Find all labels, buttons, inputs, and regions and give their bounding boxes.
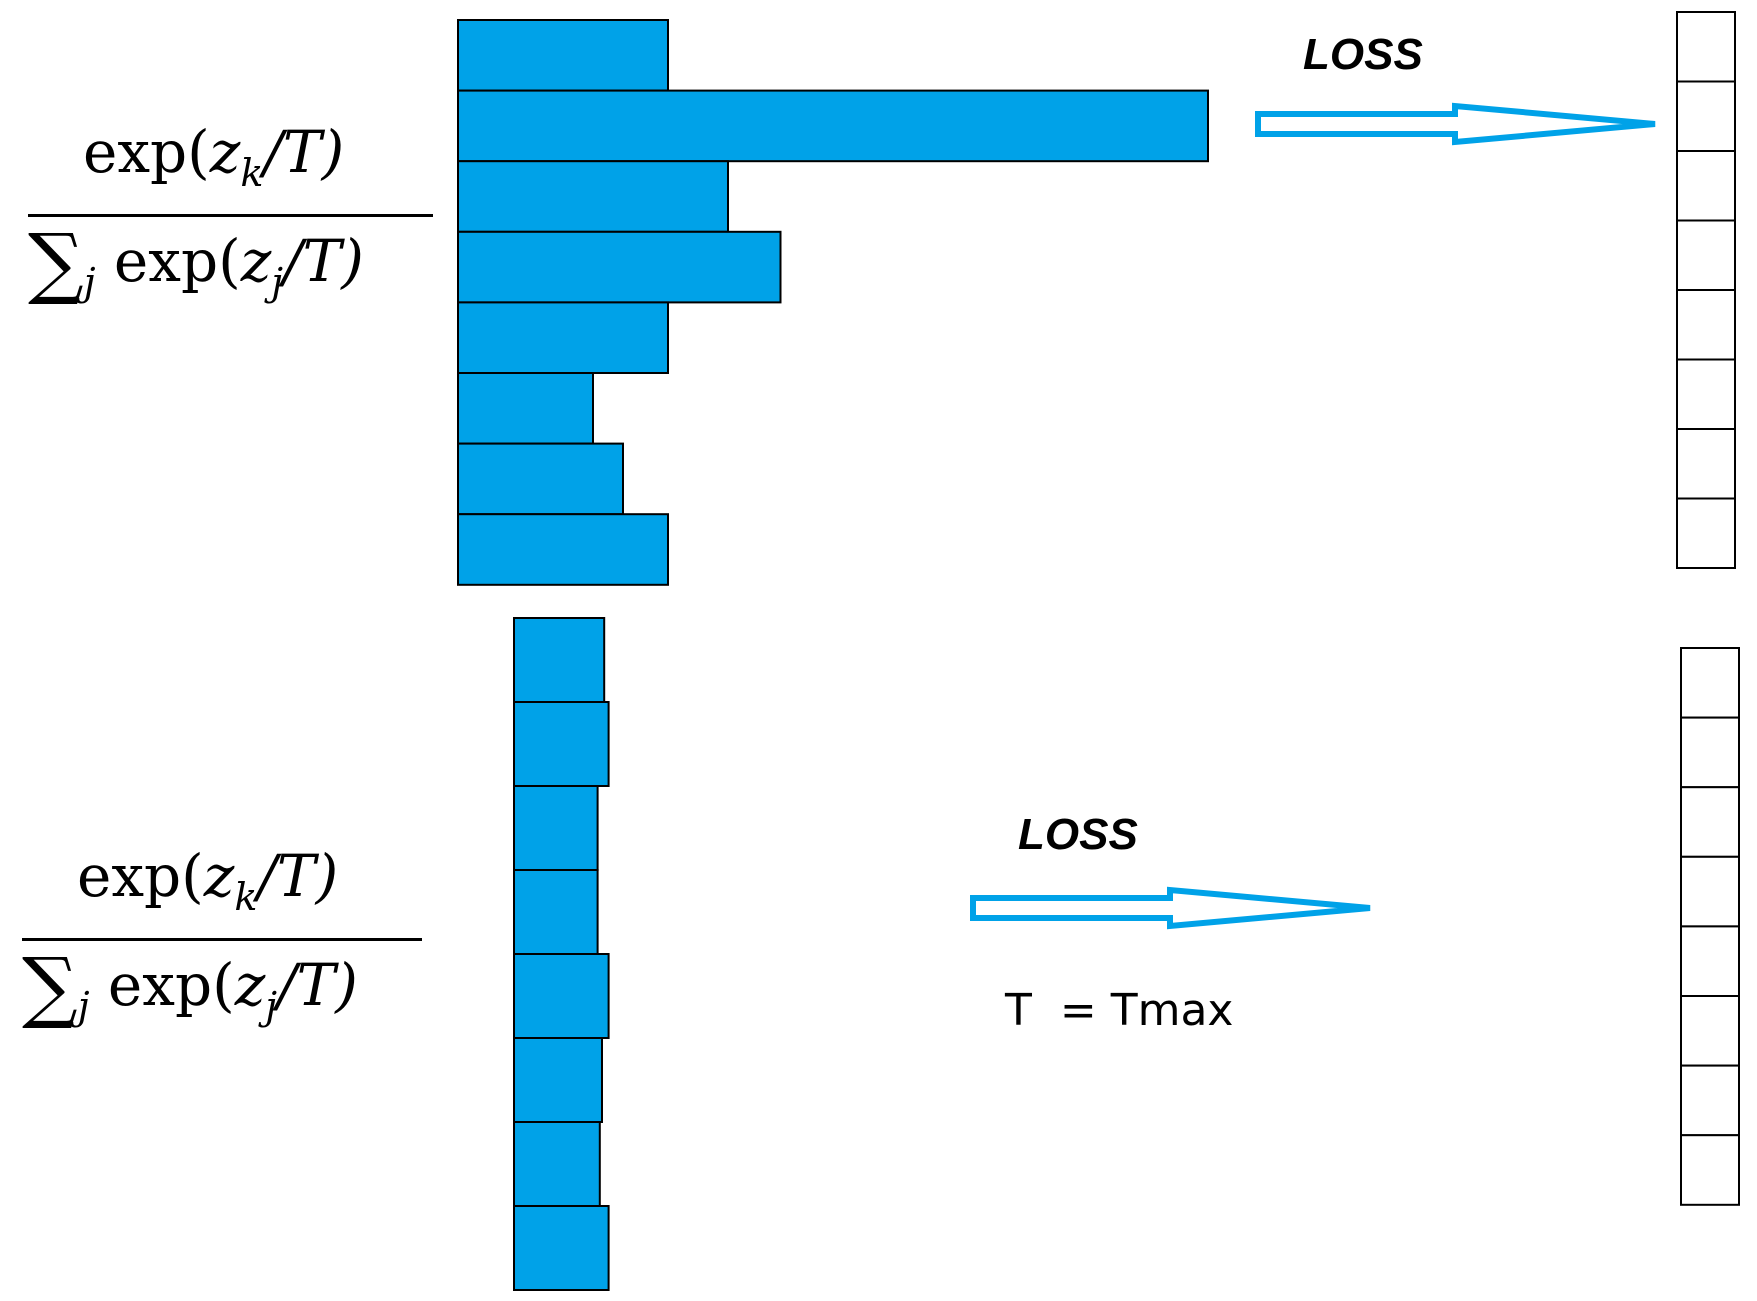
fraction-line: [28, 214, 433, 217]
top-bar-group: [457, 19, 1209, 586]
formula-denominator: ∑j exp(zj/T): [22, 942, 358, 1032]
j-subscript: j: [265, 984, 278, 1028]
z-var: z: [203, 842, 235, 910]
exp-text: exp(: [113, 227, 241, 295]
output-box: [1680, 925, 1740, 998]
over-t-text: /T): [277, 951, 358, 1019]
output-vector-bottom: [1680, 647, 1740, 1206]
softmax-bar: [513, 1205, 610, 1291]
k-subscript: k: [234, 875, 258, 919]
softmax-bar: [513, 1037, 603, 1123]
over-t-text: /T): [257, 842, 339, 910]
exp-text: exp(: [83, 118, 210, 186]
output-box: [1676, 219, 1736, 291]
output-box: [1676, 150, 1736, 222]
j-subscript: j: [77, 984, 90, 1028]
sum-symbol: ∑: [22, 942, 78, 1032]
arrow-icon-top: [1255, 102, 1656, 146]
formula-numerator: exp(zk/T): [77, 842, 338, 919]
z-var: z: [209, 118, 241, 186]
k-subscript: k: [240, 151, 264, 195]
output-box: [1680, 855, 1740, 928]
softmax-bar: [513, 701, 610, 787]
softmax-bar: [457, 160, 729, 233]
output-box: [1676, 497, 1736, 569]
z-var: z: [234, 951, 266, 1019]
exp-text: exp(: [77, 842, 204, 910]
output-box: [1676, 289, 1736, 361]
softmax-bar: [457, 89, 1209, 163]
z-var: z: [240, 227, 272, 295]
j-subscript: j: [83, 260, 96, 304]
bottom-bar-group: [513, 617, 610, 1291]
softmax-formula-top: exp(zk/T) ∑j exp(zj/T): [28, 118, 433, 308]
output-box: [1680, 647, 1740, 719]
output-box: [1676, 11, 1736, 83]
temperature-label: T = Tmax: [1005, 985, 1234, 1036]
softmax-bar: [513, 617, 606, 703]
softmax-bar: [457, 230, 782, 304]
output-box: [1680, 1134, 1740, 1206]
j-subscript: j: [271, 260, 284, 304]
softmax-bar: [513, 869, 599, 955]
output-box: [1680, 1064, 1740, 1137]
output-vector-top: [1676, 11, 1736, 569]
softmax-bar: [457, 19, 669, 92]
output-box: [1680, 995, 1740, 1067]
output-box: [1676, 428, 1736, 500]
softmax-bar: [457, 513, 669, 586]
fraction-line: [22, 938, 422, 941]
softmax-formula-bottom: exp(zk/T) ∑j exp(zj/T): [22, 842, 422, 1032]
softmax-bar: [457, 442, 624, 516]
softmax-bar: [513, 785, 599, 871]
output-box: [1680, 716, 1740, 789]
formula-denominator: ∑j exp(zj/T): [28, 218, 364, 308]
over-t-text: /T): [263, 118, 345, 186]
formula-numerator: exp(zk/T): [83, 118, 344, 195]
softmax-bar: [513, 953, 610, 1039]
loss-label-top: LOSS: [1303, 30, 1423, 79]
softmax-bar: [457, 372, 594, 445]
sum-symbol: ∑: [28, 218, 84, 308]
output-box: [1676, 80, 1736, 152]
softmax-bar: [457, 301, 669, 374]
exp-text: exp(: [107, 951, 235, 1019]
output-box: [1680, 786, 1740, 858]
softmax-bar: [513, 1121, 601, 1207]
arrow-icon-bottom: [970, 886, 1371, 930]
loss-label-bottom: LOSS: [1018, 810, 1138, 859]
over-t-text: /T): [283, 227, 364, 295]
output-box: [1676, 358, 1736, 430]
